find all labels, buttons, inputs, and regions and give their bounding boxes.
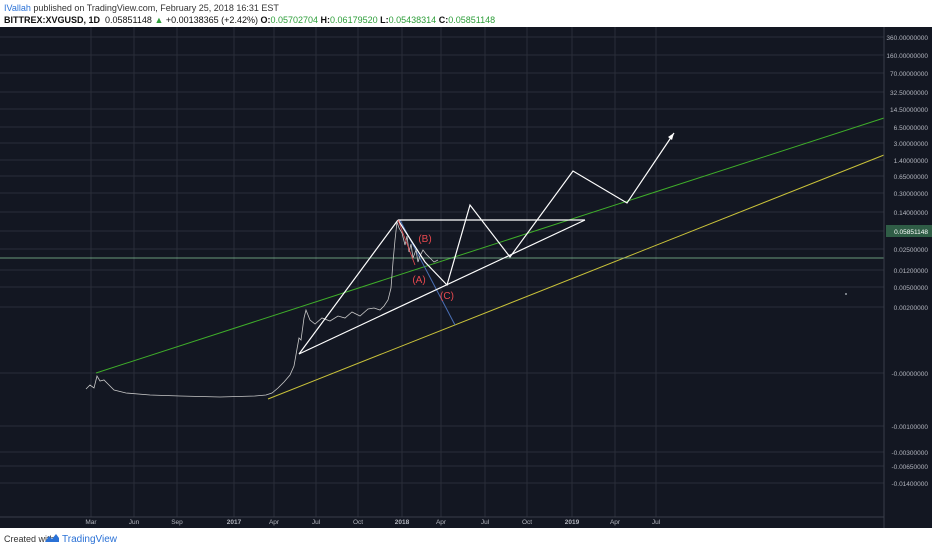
publish-line: IVallah published on TradingView.com, Fe… xyxy=(4,3,279,13)
green-upper-trendline xyxy=(95,117,885,374)
y-tick-label: 360.00000000 xyxy=(886,35,928,42)
pattern-left-edge xyxy=(298,219,399,355)
grid xyxy=(0,27,884,517)
x-tick-label: Jul xyxy=(481,519,490,526)
wave-labels: (A) (B) (C) xyxy=(412,234,454,302)
x-tick-label: 2019 xyxy=(565,519,580,526)
x-tick-label: Jul xyxy=(652,519,661,526)
low-label: L: xyxy=(380,15,389,25)
y-axis: 1800.00000000800.00000000360.00000000160… xyxy=(883,27,932,528)
created-with-text: Created with xyxy=(4,534,55,544)
x-tick-label: Apr xyxy=(269,519,280,526)
pattern-bottom-edge xyxy=(298,219,586,355)
wave-projection-path xyxy=(397,132,675,287)
y-tick-label: 0.02500000 xyxy=(894,247,929,254)
published-text: published on TradingView.com, February 2… xyxy=(30,3,279,13)
y-tick-label: 0.00200000 xyxy=(894,305,929,312)
x-tick-label: 2018 xyxy=(395,519,410,526)
tradingview-brand[interactable]: TradingView xyxy=(62,534,118,545)
price-series xyxy=(85,221,847,398)
wave-a-leg xyxy=(397,219,416,266)
y-tick-label: 160.00000000 xyxy=(886,53,928,60)
y-tick-label: 0.65000000 xyxy=(894,174,929,181)
y-tick-label: -0.01400000 xyxy=(891,481,928,488)
symbol-line: BITTREX:XVGUSD, 1D 0.05851148 ▲ +0.00138… xyxy=(4,15,495,25)
y-tick-label: 0.01200000 xyxy=(894,268,929,275)
chart-svg[interactable]: (A) (B) (C) 1800.00000000800.00000000360.0… xyxy=(0,27,932,528)
y-tick-label: 6.50000000 xyxy=(894,125,929,132)
author-link[interactable]: IVallah xyxy=(4,3,31,13)
high-label: H: xyxy=(320,15,331,25)
header: IVallah published on TradingView.com, Fe… xyxy=(0,0,932,27)
tradingview-logo-icon xyxy=(45,534,59,542)
wave-label: (A) xyxy=(412,275,425,286)
y-tick-label: 0.00500000 xyxy=(894,285,929,292)
x-tick-label: Apr xyxy=(436,519,447,526)
x-tick-label: Jul xyxy=(312,519,321,526)
yellow-lower-trendline xyxy=(267,154,885,400)
open-label: O: xyxy=(260,15,271,25)
y-tick-label: 14.50000000 xyxy=(890,107,928,114)
x-tick-label: Jun xyxy=(129,519,140,526)
price-change: +0.00138365 (+2.42%) xyxy=(165,15,258,25)
x-axis: Mar Jun Sep 2017 Apr Jul Oct 2018 Apr Jul Oct 2019 A… xyxy=(0,516,884,526)
pattern-drawing xyxy=(298,132,675,355)
x-tick-label: 2017 xyxy=(227,519,242,526)
y-tick-label: 0.05851148 xyxy=(894,229,928,236)
close-value: 0.05851148 xyxy=(448,15,496,25)
y-tick-label: -0.00000000 xyxy=(891,371,928,378)
price-line xyxy=(85,221,439,398)
open-value: 0.05702704 xyxy=(270,15,319,25)
wave-label: (B) xyxy=(418,234,431,245)
y-tick-label: 0.14000000 xyxy=(894,210,929,217)
x-tick-label: Oct xyxy=(353,519,363,526)
y-tick-label: 0.30000000 xyxy=(894,191,929,198)
y-tick-label: 70.00000000 xyxy=(890,71,928,78)
high-value: 0.06179520 xyxy=(330,15,378,25)
x-tick-label: Apr xyxy=(610,519,621,526)
y-tick-label: 3.00000000 xyxy=(894,141,929,148)
symbol-name: BITTREX:XVGUSD, 1D xyxy=(4,15,101,25)
projection-arrowhead xyxy=(668,133,674,140)
x-tick-label: Mar xyxy=(85,519,97,526)
wave-label: (C) xyxy=(440,291,454,302)
y-tick-label: -0.00650000 xyxy=(891,464,928,471)
y-tick-label: 1.40000000 xyxy=(894,158,929,165)
price-tag-bg xyxy=(886,225,932,237)
chart-area[interactable]: (A) (B) (C) 1800.00000000800.00000000360.0… xyxy=(0,27,932,528)
trend-lines xyxy=(0,117,885,400)
y-tick-label: -0.00300000 xyxy=(891,450,928,457)
close-label: C: xyxy=(438,15,449,25)
chart-background xyxy=(0,27,932,528)
x-tick-label: Oct xyxy=(522,519,532,526)
stray-dot xyxy=(845,293,847,295)
low-value: 0.05438314 xyxy=(388,15,437,25)
x-tick-label: Sep xyxy=(171,519,183,526)
last-price: 0.05851148 xyxy=(105,15,152,25)
y-tick-label: -0.00100000 xyxy=(891,424,928,431)
y-tick-label: 32.50000000 xyxy=(890,90,928,97)
up-arrow-icon: ▲ xyxy=(154,15,164,25)
footer: Created with TradingView xyxy=(0,528,932,550)
